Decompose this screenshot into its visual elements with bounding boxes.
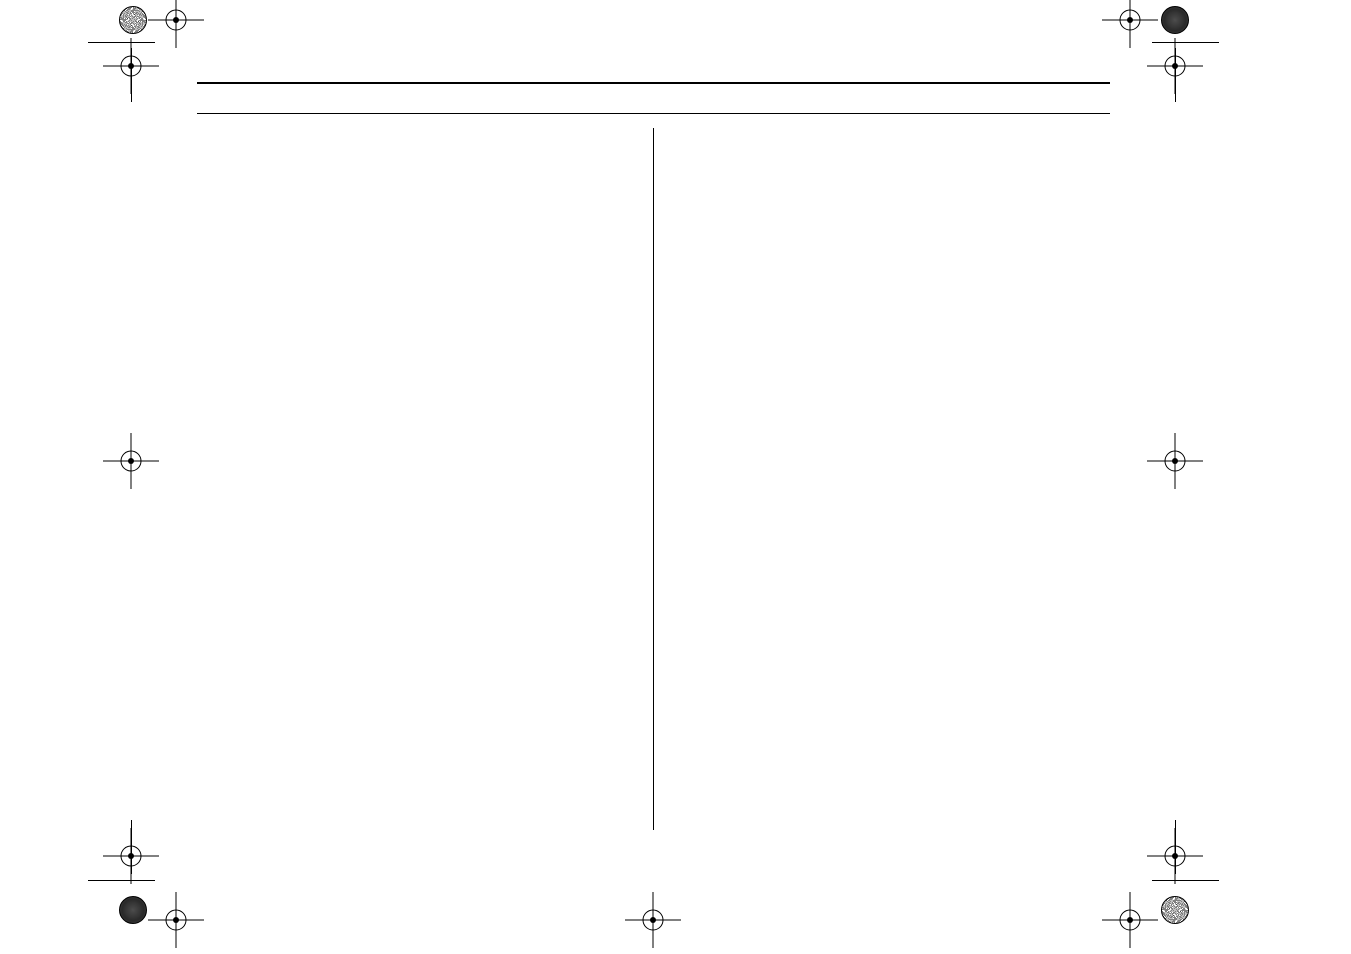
column-divider bbox=[653, 128, 654, 830]
registration-mark-icon bbox=[103, 828, 159, 884]
registration-mark-icon bbox=[1147, 38, 1203, 94]
star-target-icon bbox=[1161, 896, 1189, 924]
registration-mark-icon bbox=[625, 892, 681, 948]
registration-mark-icon bbox=[103, 38, 159, 94]
registration-mark-icon bbox=[1147, 433, 1203, 489]
star-target-icon bbox=[119, 6, 147, 34]
star-target-icon bbox=[1161, 6, 1189, 34]
star-target-icon bbox=[119, 896, 147, 924]
top-rule bbox=[197, 82, 1110, 84]
print-proof-page bbox=[0, 0, 1351, 954]
registration-mark-icon bbox=[1102, 892, 1158, 948]
second-rule bbox=[197, 113, 1110, 114]
registration-mark-icon bbox=[148, 892, 204, 948]
registration-mark-icon bbox=[1147, 828, 1203, 884]
registration-mark-icon bbox=[103, 433, 159, 489]
